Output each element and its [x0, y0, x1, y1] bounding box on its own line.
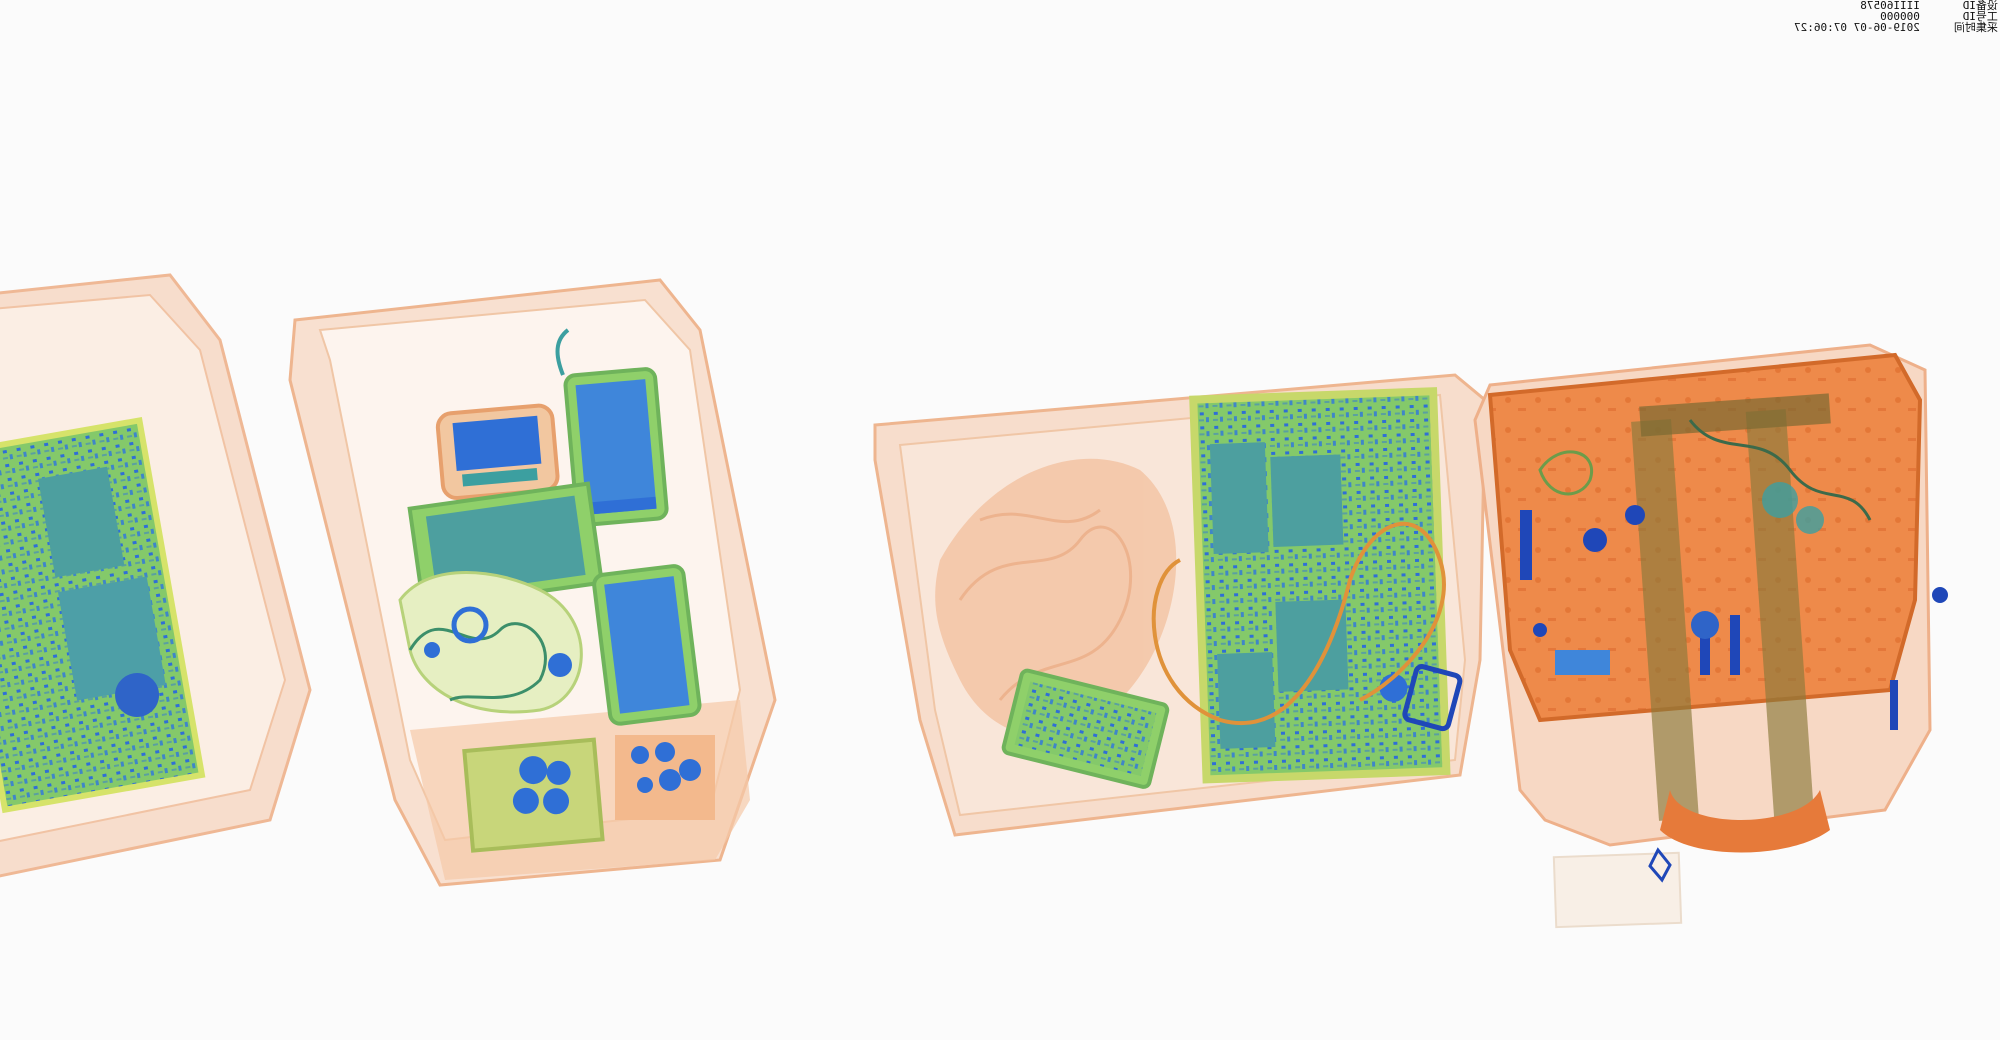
phone-upper — [563, 367, 669, 527]
coin-pouch-right — [615, 735, 715, 820]
circuit-board-tray1 — [0, 416, 206, 814]
capture-time-label: 采集时间 — [1954, 21, 1998, 34]
tag-clip-icon — [1648, 847, 1672, 883]
small-items-blue — [1520, 482, 1948, 730]
scan-info-overlay: 设备ID IIII60578 工号ID 000000 采集时间 2019-06-… — [1792, 0, 2000, 34]
clothing-organic — [935, 458, 1177, 737]
capture-time-row: 采集时间 2019-06-07 07:06:27 — [1794, 21, 1998, 34]
tag — [1552, 851, 1683, 929]
laptop-board — [1189, 387, 1451, 784]
key — [1402, 664, 1463, 732]
tray-2 — [288, 278, 777, 887]
capture-time-value: 2019-06-07 07:06:27 — [1794, 21, 1920, 34]
tray-1 — [0, 273, 312, 878]
tray-3 — [873, 373, 1487, 837]
cables-bag — [1538, 419, 1872, 521]
coin-pouch-left — [462, 737, 605, 853]
cable-bundle — [398, 571, 583, 714]
tablet — [407, 481, 605, 610]
phone-lower — [592, 564, 702, 726]
power-bank — [435, 403, 560, 501]
handle-frame — [1631, 393, 1831, 821]
bag — [1473, 343, 1948, 929]
cable-loop — [1151, 521, 1446, 726]
phone-tray3 — [1001, 668, 1170, 789]
